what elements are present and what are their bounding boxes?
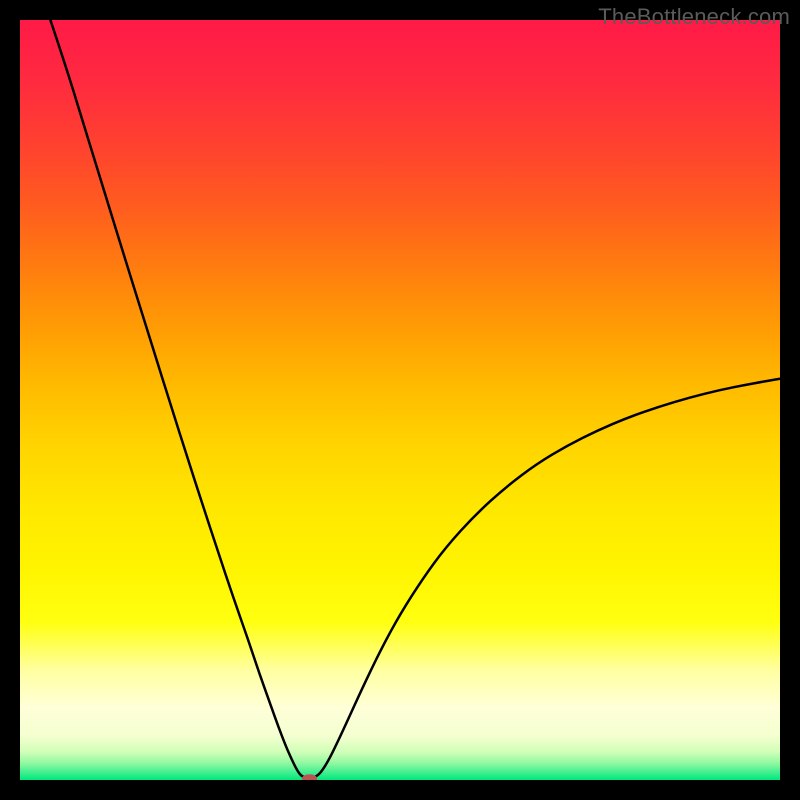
chart-frame <box>0 0 800 800</box>
bottleneck-chart <box>0 0 800 800</box>
gradient-background <box>20 20 780 780</box>
watermark-text: TheBottleneck.com <box>598 4 790 30</box>
